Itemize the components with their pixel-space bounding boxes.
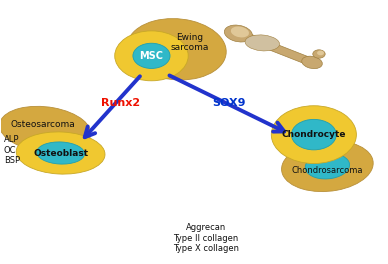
Text: Chondrocyte: Chondrocyte [282,130,346,139]
Ellipse shape [291,119,336,150]
Ellipse shape [0,106,91,152]
Ellipse shape [115,31,188,81]
Ellipse shape [127,18,226,80]
Text: SOX9: SOX9 [212,98,246,108]
Ellipse shape [16,132,105,174]
Ellipse shape [224,25,252,42]
Ellipse shape [133,43,170,68]
Ellipse shape [317,51,324,55]
Polygon shape [236,30,315,65]
Ellipse shape [302,56,322,69]
Text: MSC: MSC [139,51,163,61]
Text: Ewing
sarcoma: Ewing sarcoma [171,33,209,53]
Ellipse shape [271,106,356,163]
Text: Chondrosarcoma: Chondrosarcoma [292,166,363,175]
Ellipse shape [245,35,279,51]
Text: Osteosarcoma: Osteosarcoma [11,120,76,129]
Text: ALP
OC
BSP: ALP OC BSP [4,135,20,165]
Ellipse shape [231,26,249,37]
Ellipse shape [305,153,350,179]
Ellipse shape [37,142,85,164]
Ellipse shape [313,50,325,58]
Text: Aggrecan
Type II collagen
Type X collagen: Aggrecan Type II collagen Type X collage… [173,223,239,253]
Ellipse shape [282,141,373,192]
Text: Osteoblast: Osteoblast [33,149,88,158]
Text: Runx2: Runx2 [101,98,140,108]
